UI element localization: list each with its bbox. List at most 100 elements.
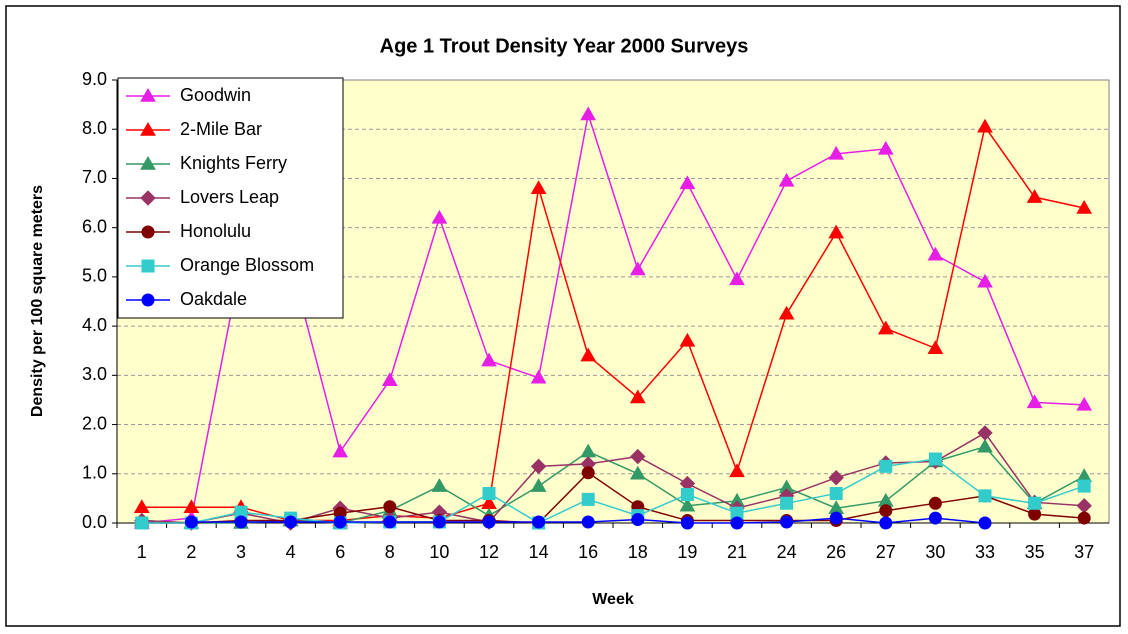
y-tick-label: 4.0 [82,315,107,335]
y-tick-label: 5.0 [82,266,107,286]
data-point [1026,189,1043,203]
data-point [1026,394,1043,409]
data-point [780,496,794,510]
y-tick-label: 3.0 [82,364,107,384]
x-tick-label: 24 [777,542,797,562]
data-point [729,271,745,286]
data-point [284,515,298,529]
data-point [532,515,546,529]
data-point [730,506,744,520]
legend-marker [141,293,155,307]
data-point [580,347,597,362]
data-point [133,499,150,513]
data-point [978,516,992,530]
x-tick-label: 37 [1074,542,1094,562]
legend-marker [141,225,155,239]
data-point [828,224,845,239]
data-point [729,463,745,478]
data-point [877,320,894,335]
legend-label: Honolulu [180,221,251,241]
legend-marker [141,259,155,273]
data-point [631,513,645,527]
y-tick-label: 8.0 [82,118,107,138]
data-point [530,458,547,475]
x-tick-label: 14 [529,542,549,562]
y-tick-label: 0.0 [82,512,107,532]
data-point [977,118,993,133]
legend-marker [140,155,156,170]
data-point [630,448,646,465]
data-point [581,515,595,529]
x-axis-label: Week [592,591,634,608]
legend-marker [140,190,156,206]
x-tick-label: 35 [1025,542,1045,562]
data-point [629,465,646,480]
data-point [927,246,944,261]
y-axis-label: Density per 100 square meters [29,185,46,417]
data-point [928,511,942,525]
data-point [1076,199,1093,214]
data-point [332,443,349,458]
legend-label: Goodwin [180,85,251,105]
data-point [184,515,198,529]
x-tick-label: 2 [186,542,196,562]
data-point [482,486,496,500]
data-point [679,175,696,190]
data-point [829,486,843,500]
data-point [828,145,845,160]
data-point [778,305,795,320]
data-point [1077,511,1091,525]
data-point [730,516,744,530]
legend-label: 2-Mile Bar [180,119,262,139]
data-point [581,466,595,480]
x-tick-label: 16 [578,542,598,562]
legend-marker [140,121,156,136]
data-point [978,489,992,503]
data-point [1077,479,1091,493]
data-point [333,515,347,529]
y-tick-label: 1.0 [82,463,107,483]
data-point [530,180,547,195]
data-point [183,499,200,513]
data-point [383,515,397,529]
data-point [877,140,894,155]
y-tick-label: 2.0 [82,413,107,433]
legend-label: Orange Blossom [180,255,314,275]
data-point [679,497,696,512]
legend: Goodwin 2-Mile Bar Knights Ferry Lovers Lea… [117,77,344,319]
data-point [679,332,696,347]
data-point [234,505,248,519]
chart-title: Age 1 Trout Density Year 2000 Surveys [380,35,749,57]
legend-label: Oakdale [180,289,247,309]
data-point [481,352,497,367]
data-point [778,172,795,187]
data-point [928,496,942,510]
data-point [829,511,843,525]
x-tick-label: 1 [137,542,147,562]
data-point [1076,396,1093,411]
series-line [141,458,1085,524]
x-tick-label: 4 [286,542,296,562]
x-tick-label: 33 [975,542,995,562]
legend-label: Knights Ferry [180,153,287,173]
data-point [629,389,646,404]
x-tick-label: 27 [876,542,896,562]
x-tick-label: 19 [677,542,697,562]
data-point [234,515,248,529]
data-point [927,340,944,355]
data-point [530,369,547,384]
x-tick-label: 21 [727,542,747,562]
y-tick-label: 7.0 [82,167,107,187]
data-point [482,515,496,529]
data-point [828,470,844,486]
data-point [680,487,694,501]
data-point [879,459,893,473]
data-point [977,273,993,288]
data-point [135,516,149,530]
x-tick-label: 12 [479,542,499,562]
data-point [928,452,942,466]
x-tick-label: 18 [628,542,648,562]
legend-marker [140,87,156,102]
